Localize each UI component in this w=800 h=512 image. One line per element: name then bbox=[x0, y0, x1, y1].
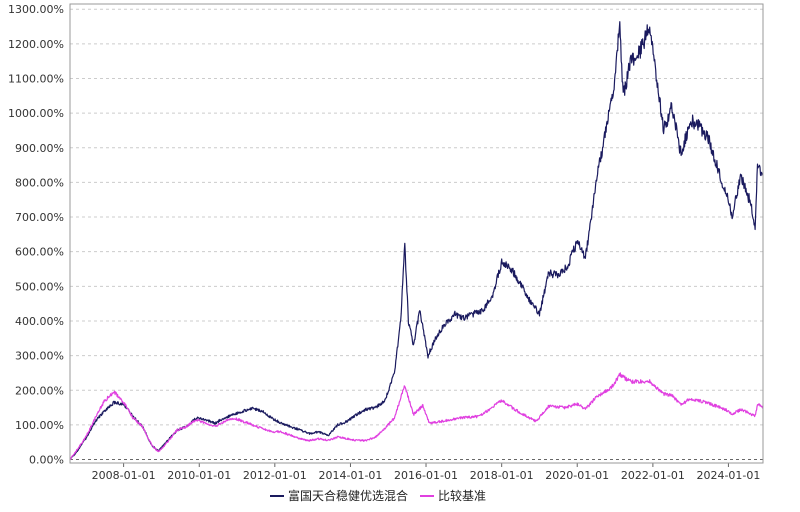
y-tick-label: 1300.00% bbox=[8, 3, 64, 16]
y-tick-label: 200.00% bbox=[15, 384, 64, 397]
y-tick-label: 0.00% bbox=[29, 454, 64, 467]
y-tick-label: 1000.00% bbox=[8, 107, 64, 120]
x-tick-label: 2012-01-01 bbox=[243, 469, 307, 482]
y-tick-label: 100.00% bbox=[15, 419, 64, 432]
y-tick-label: 400.00% bbox=[15, 315, 64, 328]
x-tick-label: 2008-01-01 bbox=[92, 469, 156, 482]
grid-layer bbox=[70, 8, 763, 461]
y-tick-label: 1100.00% bbox=[8, 72, 64, 85]
legend-label: 富国天合稳健优选混合 bbox=[288, 488, 408, 503]
x-tick-label: 2010-01-01 bbox=[167, 469, 231, 482]
y-tick-label: 1200.00% bbox=[8, 38, 64, 51]
y-tick-label: 500.00% bbox=[15, 280, 64, 293]
x-tick-label: 2020-01-01 bbox=[545, 469, 609, 482]
x-tick-label: 2016-01-01 bbox=[394, 469, 458, 482]
legend: 富国天合稳健优选混合 比较基准 bbox=[270, 488, 486, 503]
series-line-2 bbox=[69, 372, 764, 460]
y-tick-label: 800.00% bbox=[15, 176, 64, 189]
y-tick-label: 900.00% bbox=[15, 142, 64, 155]
y-tick-label: 700.00% bbox=[15, 211, 64, 224]
x-axis-ticks: 2008-01-01 2010-01-01 2012-01-01 2014-01-01… bbox=[92, 463, 760, 482]
legend-label: 比较基准 bbox=[438, 488, 486, 503]
x-tick-label: 2014-01-01 bbox=[319, 469, 383, 482]
x-tick-label: 2022-01-01 bbox=[621, 469, 685, 482]
y-tick-label: 300.00% bbox=[15, 350, 64, 363]
series-line-1 bbox=[69, 21, 764, 460]
x-tick-label: 2024-01-01 bbox=[696, 469, 760, 482]
series-layer bbox=[69, 21, 764, 460]
y-tick-label: 600.00% bbox=[15, 246, 64, 259]
y-axis-ticks: 0.00% 100.00% 200.00% 300.00% 400.00% 500.00%… bbox=[8, 3, 64, 466]
x-tick-label: 2018-01-01 bbox=[470, 469, 534, 482]
plot-frame bbox=[69, 3, 764, 464]
